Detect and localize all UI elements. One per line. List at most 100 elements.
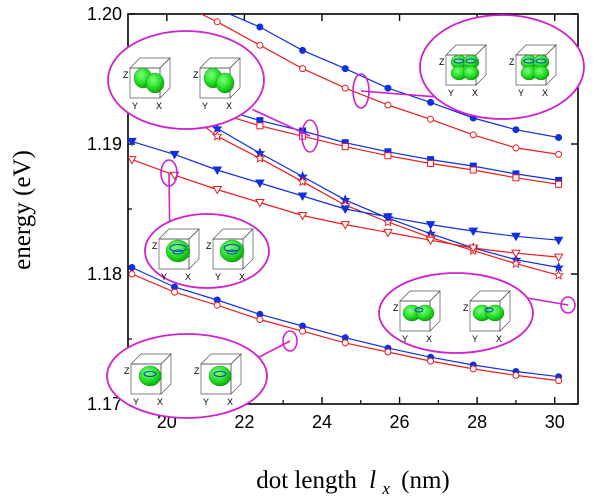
marker-ellipse <box>160 159 178 187</box>
data-point <box>169 150 180 160</box>
axis-letter-x: X <box>157 397 163 407</box>
axis-letter-y: Y <box>215 272 221 282</box>
axis-letter-y: Y <box>202 101 208 111</box>
axis-letter-x: X <box>185 272 191 282</box>
data-point <box>256 41 264 49</box>
x-tick-label: 28 <box>467 412 487 432</box>
axis-letter-y: Y <box>518 88 524 98</box>
x-axis-title-main: dot length <box>256 467 357 494</box>
data-point <box>297 212 308 221</box>
data-point <box>512 371 520 379</box>
wavefunction-blob <box>145 72 165 94</box>
axis-letter-z: Z <box>509 57 515 67</box>
axis-letter-z: Z <box>393 303 399 313</box>
data-point <box>341 143 349 151</box>
data-point <box>255 179 265 189</box>
data-point <box>553 261 565 273</box>
data-point <box>341 84 349 92</box>
wavefunction-blob <box>415 304 435 322</box>
data-point <box>212 186 223 195</box>
data-point <box>468 244 479 254</box>
wavefunction-ring <box>484 307 494 313</box>
data-point <box>299 65 307 73</box>
data-point <box>512 126 520 134</box>
x-axis-title-var: l <box>369 467 376 494</box>
wavefunction-ring <box>213 371 227 377</box>
inset-layer: Z Y X Z Y X Z Y X Z Y X Z Y X Z Y X Z Y X Z Y X Z Y X Z Y X <box>106 14 585 419</box>
data-point <box>383 213 393 222</box>
series-0 <box>214 6 563 141</box>
series-6 <box>128 137 564 246</box>
inset-ellipse <box>144 213 270 289</box>
inset-arrow <box>251 108 311 137</box>
data-point <box>384 152 392 160</box>
cube-side <box>160 353 172 395</box>
x-tick-label: 22 <box>234 412 254 432</box>
x-axis-title-unit: (nm) <box>401 467 450 494</box>
wavefunction-ring <box>453 58 465 64</box>
data-point <box>469 365 477 373</box>
axis-letter-z: Z <box>193 70 199 80</box>
x-tick-label: 26 <box>390 412 410 432</box>
data-point <box>172 0 178 4</box>
axis-letter-x: X <box>227 397 233 407</box>
axis-letter-y: Y <box>472 334 478 344</box>
axis-letter-x: X <box>156 101 162 111</box>
wavefunction-ring <box>535 58 547 64</box>
wavefunction-blob <box>215 72 235 94</box>
wavefunction-ring <box>223 244 241 252</box>
inset-2: Z Y X Z Y X <box>144 159 270 289</box>
data-point <box>128 156 137 165</box>
data-point <box>211 122 223 133</box>
inset-ellipse <box>419 14 585 120</box>
data-point <box>256 316 264 323</box>
data-point <box>468 227 479 237</box>
data-point <box>427 115 435 123</box>
data-point <box>214 6 220 12</box>
data-point <box>512 174 520 182</box>
data-point <box>427 98 435 106</box>
data-point <box>427 160 435 167</box>
axis-letter-y: Y <box>161 272 167 282</box>
data-point <box>256 23 264 31</box>
axis-letter-z: Z <box>463 303 469 313</box>
data-point <box>510 257 522 269</box>
x-axis-title-sub: x <box>381 479 390 498</box>
wavefunction-ring <box>169 244 187 252</box>
data-point <box>469 166 477 174</box>
x-axis-title: dot length l x (nm) <box>256 467 450 500</box>
cube-side <box>188 228 200 270</box>
axis-letter-y: Y <box>133 397 139 407</box>
data-point <box>384 84 392 92</box>
wavefunction-ring <box>465 58 477 64</box>
data-point <box>211 130 223 141</box>
axis-letter-x: X <box>542 88 548 98</box>
inset-ellipse <box>107 30 265 130</box>
data-point <box>425 236 436 246</box>
axis-letter-y: Y <box>203 397 209 407</box>
axis-letter-z: Z <box>152 241 158 251</box>
axis-letter-x: X <box>426 334 432 344</box>
data-point <box>213 301 221 309</box>
axis-letter-x: X <box>226 101 232 111</box>
cube-side <box>242 228 254 270</box>
marker-ellipse <box>560 296 576 314</box>
series-9 <box>128 270 563 385</box>
series-1 <box>172 0 563 158</box>
y-tick-label: 1.20 <box>87 4 122 24</box>
marker-ellipse <box>352 73 370 109</box>
wavefunction-blob <box>532 65 550 81</box>
data-point <box>469 131 477 139</box>
data-point <box>553 253 564 263</box>
wavefunction-ring <box>172 249 184 255</box>
data-point <box>553 236 564 246</box>
data-point <box>340 221 351 230</box>
data-point <box>511 232 521 242</box>
y-tick-label: 1.19 <box>87 134 122 154</box>
data-point <box>511 249 521 259</box>
data-point <box>128 270 136 278</box>
inset-ellipse <box>106 333 268 419</box>
axis-letter-z: Z <box>124 366 130 376</box>
wavefunction-ring <box>414 307 424 313</box>
